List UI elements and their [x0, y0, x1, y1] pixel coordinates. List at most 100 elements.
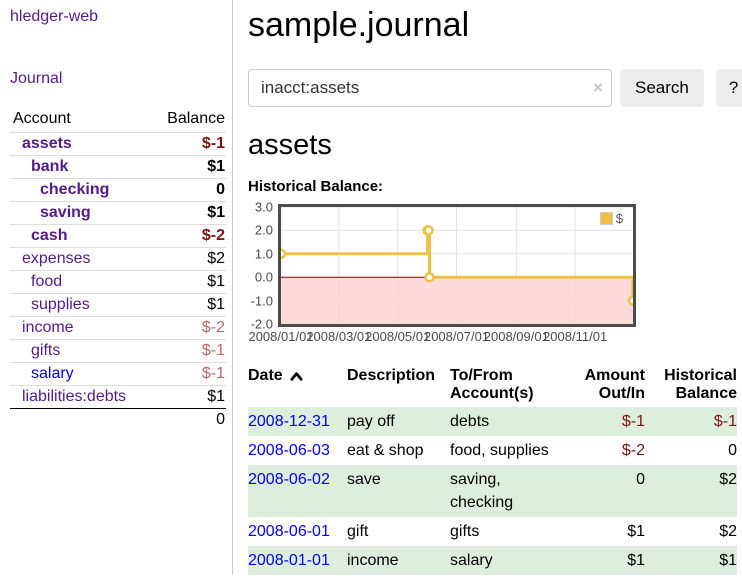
account-balance: $2 [150, 247, 226, 271]
account-table-header-row: Account Balance [10, 108, 226, 133]
transaction-date-link[interactable]: 2008-06-03 [248, 442, 330, 459]
account-row: income $-2 [10, 316, 226, 340]
transaction-amount: $-1 [621, 413, 645, 430]
transaction-accounts: salary [450, 552, 493, 569]
date-column-header[interactable]: Date [248, 365, 347, 407]
transaction-row: 2008-01-01 income salary $1 $1 [248, 546, 737, 575]
clear-search-icon[interactable]: × [593, 78, 603, 97]
account-balance: $1 [150, 385, 226, 409]
account-row: liabilities:debts $1 [10, 385, 226, 409]
x-axis-tick: 2008/07/01 [423, 329, 490, 344]
total-balance: 0 [150, 408, 226, 431]
account-balance: $1 [150, 155, 226, 179]
historical-balance-column-header: Historical Balance [664, 367, 737, 402]
x-axis-tick: 2008/03/01 [306, 329, 372, 344]
account-row: food $1 [10, 270, 226, 294]
transaction-accounts: food, supplies [450, 442, 549, 459]
transaction-amount: $-2 [621, 442, 645, 459]
account-balance: $-1 [150, 132, 226, 156]
account-link[interactable]: gifts [31, 342, 61, 359]
transaction-balance: $2 [719, 523, 737, 540]
y-axis-tick: -1.0 [250, 293, 273, 309]
account-column-header: Account [13, 110, 71, 127]
search-input[interactable] [248, 69, 612, 107]
balance-step-line [281, 207, 633, 324]
account-link[interactable]: expenses [22, 250, 91, 267]
transaction-row: 2008-06-02 save saving, checking 0 $2 [248, 465, 737, 517]
transaction-accounts: debts [450, 413, 490, 430]
transaction-amount: $1 [627, 552, 645, 569]
account-link[interactable]: checking [40, 181, 110, 198]
accounts-column-header: To/From Account(s) [450, 367, 534, 402]
help-button[interactable]: ? [715, 69, 742, 107]
transaction-amount: 0 [636, 471, 645, 488]
register-header-row: Date Description To/From Account(s) Amou… [248, 365, 737, 407]
total-row-spacer [10, 408, 151, 431]
search-button[interactable]: Search [620, 69, 704, 107]
chart-plot-area[interactable]: $ [278, 204, 636, 327]
description-column-header: Description [347, 367, 436, 384]
y-axis-tick: 1.0 [254, 246, 273, 262]
y-axis-tick: 3.0 [254, 199, 273, 215]
sidebar-item-journal[interactable]: Journal [10, 70, 63, 87]
transaction-row: 2008-06-01 gift gifts $1 $2 [248, 517, 737, 546]
account-row: gifts $-1 [10, 339, 226, 363]
account-row: assets $-1 [10, 132, 226, 156]
transaction-date-link[interactable]: 2008-06-01 [248, 523, 330, 540]
account-link[interactable]: food [31, 273, 63, 290]
transaction-amount: $1 [627, 523, 645, 540]
account-row: salary $-1 [10, 362, 226, 386]
balance-chart: 3.0 2.0 1.0 0.0 -1.0 -2.0 $ [248, 200, 742, 332]
transaction-balance: $2 [719, 471, 737, 488]
account-balance: $-2 [150, 224, 226, 248]
date-column-label: Date [248, 367, 283, 384]
account-row: saving $1 [10, 201, 226, 225]
account-row: supplies $1 [10, 293, 226, 317]
transaction-description: income [347, 552, 399, 569]
account-link[interactable]: assets [22, 135, 72, 152]
legend-swatch-icon [599, 212, 613, 225]
transaction-balance: $1 [719, 552, 737, 569]
account-link[interactable]: bank [31, 158, 69, 175]
y-axis-tick: -2.0 [250, 316, 273, 332]
account-balance: 0 [150, 178, 226, 202]
account-link[interactable]: cash [31, 227, 68, 244]
transaction-date-link[interactable]: 2008-01-01 [248, 552, 330, 569]
account-link[interactable]: saving [40, 204, 91, 221]
transaction-description: eat & shop [347, 442, 424, 459]
account-row: bank $1 [10, 155, 226, 179]
transaction-date-link[interactable]: 2008-12-31 [248, 413, 330, 430]
balance-column-header: Balance [167, 110, 225, 127]
sort-asc-icon [290, 372, 303, 381]
y-axis-tick: 0.0 [254, 269, 273, 285]
transaction-description: pay off [347, 413, 395, 430]
account-row: checking 0 [10, 178, 226, 202]
transaction-row: 2008-12-31 pay off debts $-1 $-1 [248, 407, 737, 436]
x-axis-tick: 2008/09/01 [483, 329, 549, 344]
account-link[interactable]: liabilities:debts [22, 388, 127, 405]
y-axis-tick: 2.0 [254, 222, 273, 238]
y-axis-labels: 3.0 2.0 1.0 0.0 -1.0 -2.0 [248, 200, 278, 332]
chart-title: Historical Balance: [248, 178, 384, 195]
x-axis-tick: 2008/11/01 [543, 329, 608, 344]
transaction-date-link[interactable]: 2008-06-02 [248, 471, 330, 488]
transaction-balance: 0 [728, 442, 737, 459]
account-link[interactable]: salary [31, 365, 74, 382]
account-row: expenses $2 [10, 247, 226, 271]
main-content: sample.journal × Search ? assets Histori… [233, 0, 742, 575]
transaction-description: gift [347, 523, 369, 540]
account-link[interactable]: supplies [31, 296, 90, 313]
account-link[interactable]: income [22, 319, 74, 336]
account-balance-table: Account Balance assets $-1 bank $1 checking 0… [10, 108, 226, 431]
x-axis-tick: 2008/05/01 [365, 329, 431, 344]
account-balance: $-1 [150, 362, 226, 386]
legend-label: $ [615, 211, 623, 226]
account-balance: $-2 [150, 316, 226, 340]
account-row: cash $-2 [10, 224, 226, 248]
transaction-row: 2008-06-03 eat & shop food, supplies $-2 0 [248, 436, 737, 465]
account-balance: $1 [150, 270, 226, 294]
sidebar: hledger-web Journal Account Balance asse… [0, 0, 233, 575]
app-title-link[interactable]: hledger-web [10, 8, 99, 25]
amount-column-header: Amount Out/In [584, 367, 645, 402]
